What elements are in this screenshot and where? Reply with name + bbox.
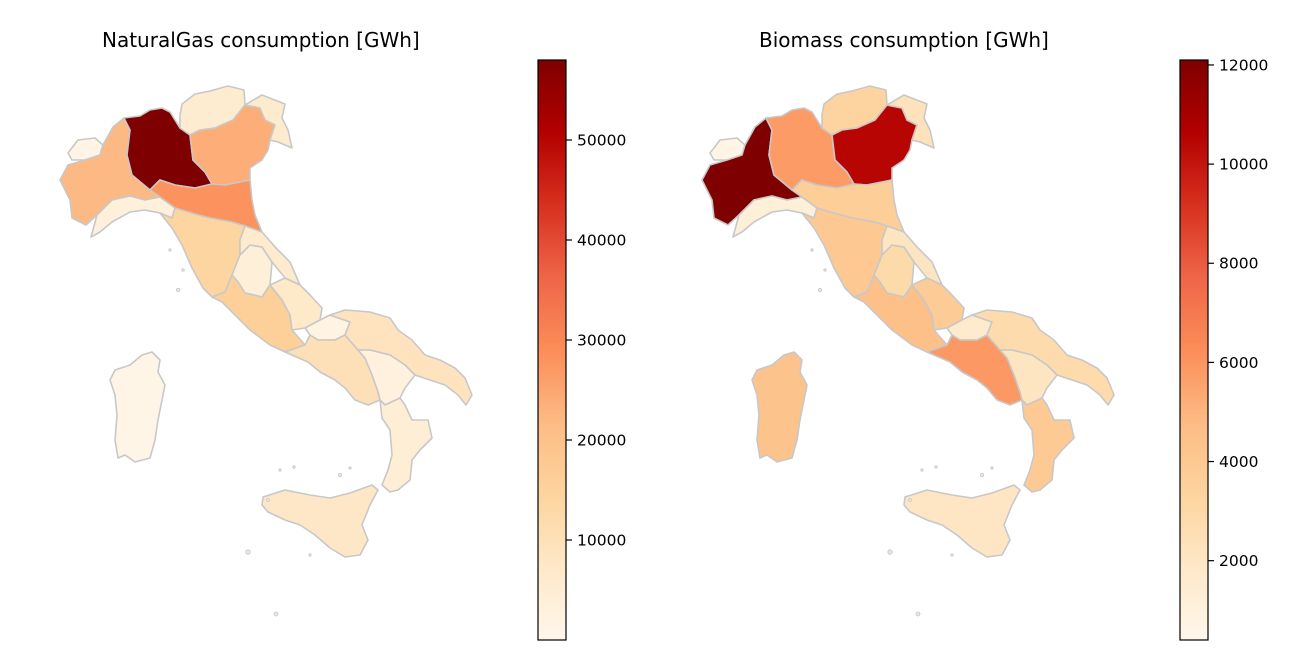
- colorbar-tick-label: 40000: [577, 232, 626, 250]
- minor-island: [266, 498, 270, 502]
- colorbar: [1180, 60, 1208, 640]
- biomass-map: 2000 4000 6000 8000 10000 12000: [701, 56, 1268, 641]
- minor-island: [823, 268, 827, 272]
- region-friuli: [244, 94, 293, 149]
- minor-island: [908, 498, 912, 502]
- minor-island: [887, 549, 893, 555]
- natural-gas-map-title: NaturalGas consumption [GWh]: [102, 28, 420, 52]
- minor-island: [181, 268, 185, 272]
- region-sardinia: [109, 351, 166, 463]
- colorbar-tick-label: 30000: [577, 332, 626, 350]
- colorbar-tick-label: 20000: [577, 432, 626, 450]
- colorbar-tick-label: 4000: [1219, 453, 1258, 471]
- colorbar-tick-label: 6000: [1219, 354, 1258, 372]
- minor-island: [273, 611, 279, 617]
- minor-island: [920, 468, 924, 472]
- minor-island: [348, 466, 352, 470]
- biomass-map-title: Biomass consumption [GWh]: [759, 28, 1049, 52]
- minor-island: [979, 472, 984, 477]
- region-friuli: [886, 94, 935, 149]
- colorbar-tick-label: 10000: [577, 532, 626, 550]
- italy-regions: [701, 85, 1115, 617]
- natural-gas-map-panel: NaturalGas consumption [GWh] 10000 20000 3…: [59, 28, 626, 641]
- region-sicily: [903, 484, 1021, 558]
- colorbar-tick-label: 50000: [577, 132, 626, 150]
- minor-island: [175, 287, 180, 292]
- minor-island: [308, 553, 312, 557]
- minor-island: [934, 465, 938, 469]
- minor-island: [168, 248, 172, 252]
- region-marche: [881, 225, 943, 286]
- colorbar-tick-label: 10000: [1219, 156, 1268, 174]
- region-sardinia: [751, 351, 808, 463]
- minor-island: [245, 549, 251, 555]
- minor-island: [990, 466, 994, 470]
- colorbar: [538, 60, 566, 640]
- minor-island: [278, 468, 282, 472]
- colorbar-tick-label: 12000: [1219, 56, 1268, 74]
- italy-regions: [59, 85, 473, 617]
- natural-gas-map: 10000 20000 30000 40000 50000: [59, 59, 626, 641]
- colorbar-frame: [1179, 59, 1209, 641]
- minor-island: [950, 553, 954, 557]
- region-marche: [239, 225, 301, 286]
- region-calabria: [1021, 397, 1075, 493]
- colorbar-frame: [537, 59, 567, 641]
- region-calabria: [379, 397, 433, 493]
- minor-island: [817, 287, 822, 292]
- colorbar-tick-label: 2000: [1219, 552, 1258, 570]
- minor-island: [337, 472, 342, 477]
- minor-island: [810, 248, 814, 252]
- colorbar-tick-label: 8000: [1219, 255, 1258, 273]
- minor-island: [292, 465, 296, 469]
- region-sicily: [261, 484, 379, 558]
- minor-island: [915, 611, 921, 617]
- biomass-map-panel: Biomass consumption [GWh] 2000 4000 6000 80…: [642, 0, 1302, 666]
